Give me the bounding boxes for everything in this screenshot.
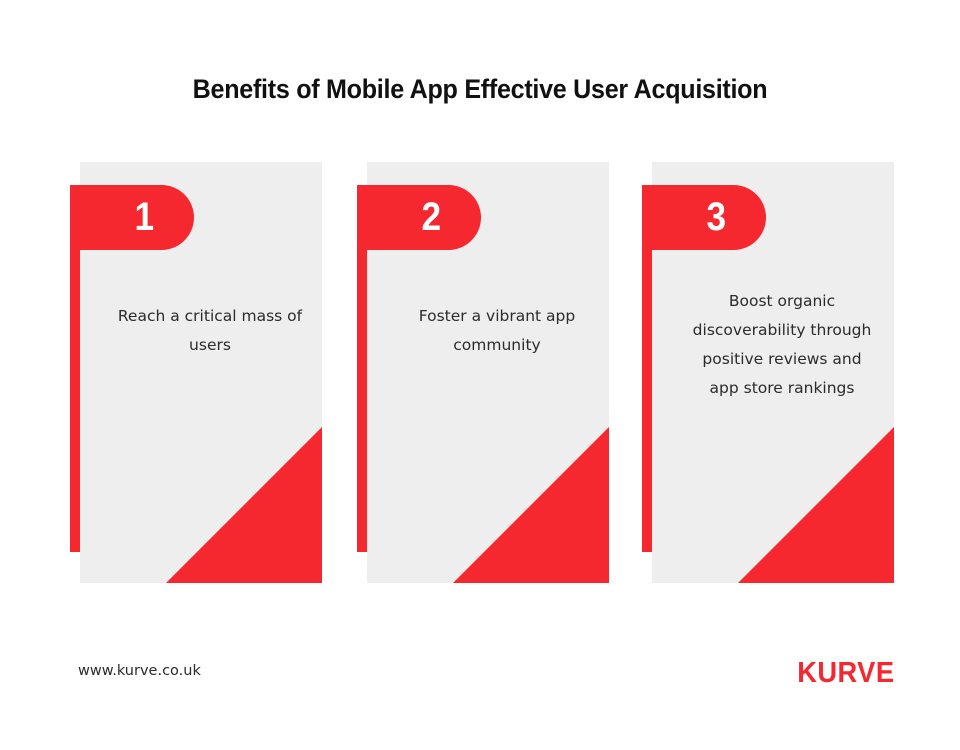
card-number-label: 2 — [421, 195, 442, 239]
benefit-card-3: 3 Boost organic discoverability through … — [642, 162, 894, 583]
card-corner-triangle — [166, 427, 322, 583]
card-body-text: Boost organic discoverability through po… — [692, 292, 872, 397]
footer-website-url: www.kurve.co.uk — [78, 663, 201, 679]
card-accent-stem — [642, 185, 652, 552]
card-number-label: 3 — [706, 195, 727, 239]
card-number-label: 1 — [134, 195, 155, 239]
card-number-pill: 1 — [70, 185, 194, 250]
benefit-card-1: 1 Reach a critical mass of users — [70, 162, 322, 583]
card-corner-triangle — [453, 427, 609, 583]
page-title: Benefits of Mobile App Effective User Ac… — [192, 74, 768, 104]
card-corner-triangle — [738, 427, 894, 583]
card-body-text: Foster a vibrant app community — [418, 307, 576, 354]
card-number-pill: 3 — [642, 185, 766, 250]
card-accent-stem — [357, 185, 367, 552]
card-body-text: Reach a critical mass of users — [117, 307, 303, 354]
card-number-pill: 2 — [357, 185, 481, 250]
kurve-logo: KURVE — [796, 657, 894, 689]
card-accent-stem — [70, 185, 80, 552]
benefit-card-2: 2 Foster a vibrant app community — [357, 162, 609, 583]
